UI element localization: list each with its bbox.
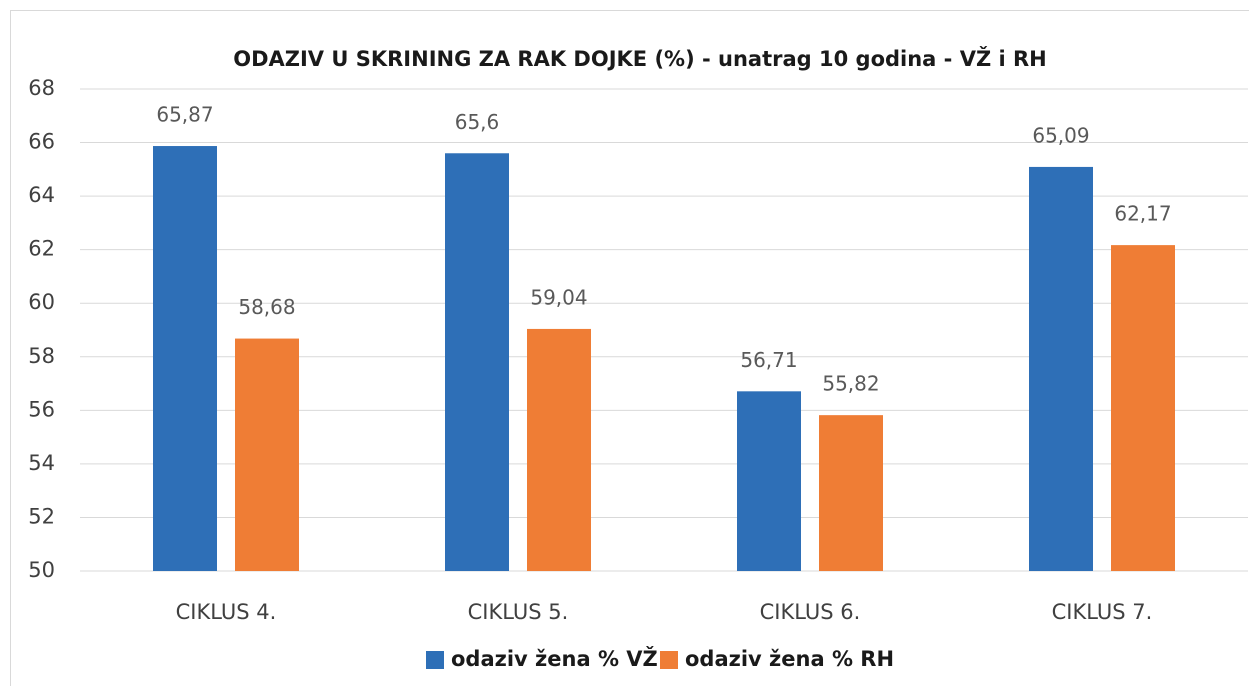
bar xyxy=(819,415,883,571)
chart-title: ODAZIV U SKRINING ZA RAK DOJKE (%) - una… xyxy=(233,46,1047,71)
bar xyxy=(527,328,591,571)
bar xyxy=(235,338,299,571)
y-tick-label: 52 xyxy=(28,504,55,528)
y-tick-label: 56 xyxy=(28,397,55,421)
y-tick-label: 50 xyxy=(28,558,55,582)
legend-label: odaziv žena % VŽ xyxy=(451,646,658,671)
y-tick-label: 66 xyxy=(28,130,55,154)
bar xyxy=(1029,166,1093,571)
x-tick-label: CIKLUS 7. xyxy=(1052,600,1153,624)
y-tick-label: 62 xyxy=(28,237,55,261)
data-label: 59,04 xyxy=(530,285,587,309)
data-label: 56,71 xyxy=(740,348,797,372)
bar xyxy=(153,146,217,571)
x-tick-label: CIKLUS 4. xyxy=(176,600,277,624)
data-label: 58,68 xyxy=(238,295,295,319)
y-tick-label: 60 xyxy=(28,290,55,314)
y-tick-label: 54 xyxy=(28,451,55,475)
bar xyxy=(1111,245,1175,571)
data-label: 65,6 xyxy=(455,110,500,134)
legend-swatch xyxy=(426,651,444,669)
data-label: 65,09 xyxy=(1032,123,1089,147)
x-tick-label: CIKLUS 5. xyxy=(468,600,569,624)
legend-label: odaziv žena % RH xyxy=(685,647,894,671)
bar xyxy=(737,391,801,571)
data-label: 65,87 xyxy=(156,103,213,127)
y-tick-label: 68 xyxy=(28,76,55,100)
data-label: 62,17 xyxy=(1114,202,1171,226)
y-tick-label: 58 xyxy=(28,344,55,368)
y-tick-label: 64 xyxy=(28,183,55,207)
x-tick-label: CIKLUS 6. xyxy=(760,600,861,624)
bar xyxy=(445,153,509,571)
data-label: 55,82 xyxy=(822,372,879,396)
legend-swatch xyxy=(660,651,678,669)
